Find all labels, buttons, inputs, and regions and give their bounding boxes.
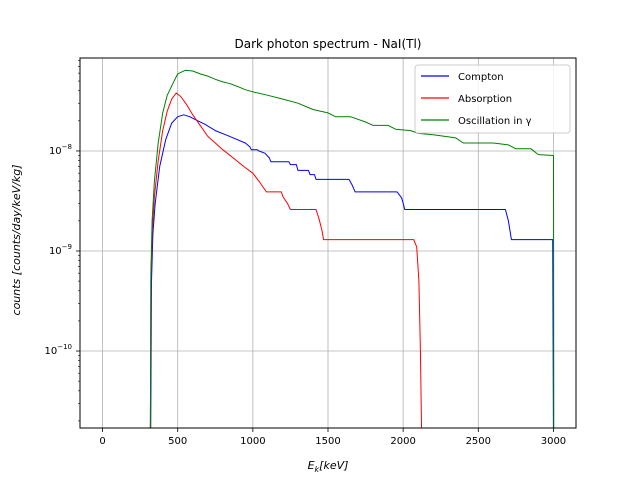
- x-axis: 0 500 1000 1500 2000 2500 3000: [99, 428, 566, 447]
- y-tick-label: 10−8: [49, 143, 72, 157]
- legend: Compton Absorption Oscillation in γ: [414, 64, 571, 134]
- series-line-2: [149, 92, 423, 428]
- y-axis-label: counts [counts/day/keV/kg]: [10, 165, 23, 316]
- y-axis: 10−10 10−9 10−8: [44, 60, 80, 422]
- legend-box: [414, 64, 571, 134]
- legend-label: Compton: [458, 72, 504, 83]
- x-tick-label: 1000: [240, 436, 265, 447]
- legend-label: Oscillation in γ: [458, 116, 532, 127]
- x-tick-label: 500: [168, 436, 187, 447]
- x-tick-label: 2500: [466, 436, 491, 447]
- chart-title: Dark photon spectrum - NaI(Tl): [235, 37, 422, 51]
- y-tick-label: 10−10: [44, 343, 72, 357]
- series-line-1: [150, 114, 554, 428]
- series-line-3: [149, 69, 555, 428]
- x-tick-label: 1500: [315, 436, 340, 447]
- legend-label: Absorption: [458, 94, 512, 105]
- series-layer: [149, 69, 555, 428]
- y-tick-label: 10−9: [49, 243, 72, 257]
- x-axis-label: Ek[keV]: [308, 459, 349, 474]
- x-tick-label: 3000: [541, 436, 566, 447]
- x-tick-label: 0: [99, 436, 105, 447]
- x-tick-label: 2000: [390, 436, 415, 447]
